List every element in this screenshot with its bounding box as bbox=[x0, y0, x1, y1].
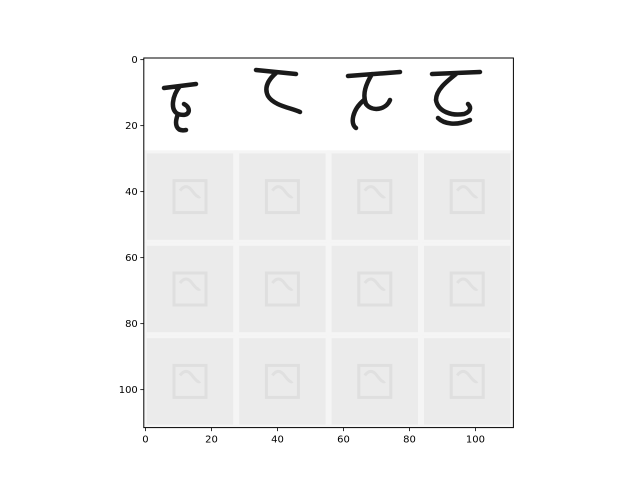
handwritten-glyphs bbox=[161, 67, 483, 133]
x-tick-label: 20 bbox=[205, 435, 218, 446]
tile-r2-c1 bbox=[236, 242, 329, 336]
x-tick-label: 0 bbox=[142, 435, 148, 446]
faint-stroke bbox=[363, 185, 386, 199]
faint-pattern bbox=[264, 271, 300, 307]
tile-r3-c0 bbox=[143, 335, 237, 428]
faint-pattern bbox=[172, 363, 208, 399]
tile-r2-c0 bbox=[143, 242, 237, 336]
faint-pattern bbox=[357, 179, 393, 215]
glyph-1 bbox=[253, 67, 303, 115]
x-tick-label: 40 bbox=[271, 435, 284, 446]
faint-stroke bbox=[271, 369, 294, 384]
y-tick-label: 20 bbox=[125, 121, 138, 132]
faint-pattern bbox=[449, 179, 485, 215]
faint-stroke bbox=[363, 369, 386, 384]
tile-separator bbox=[327, 150, 331, 428]
tile-r2-c3 bbox=[421, 242, 514, 336]
x-tick-label: 100 bbox=[466, 435, 485, 446]
x-tick-label: 60 bbox=[337, 435, 350, 446]
faint-stroke bbox=[178, 185, 202, 199]
tile-r3-c2 bbox=[328, 335, 421, 428]
y-tick-label: 0 bbox=[131, 55, 137, 66]
faint-stroke bbox=[271, 277, 294, 291]
tile-r1-c0 bbox=[143, 150, 237, 243]
faint-stroke bbox=[271, 185, 294, 199]
faint-stroke bbox=[456, 277, 479, 291]
faint-stroke bbox=[178, 369, 202, 384]
faint-pattern bbox=[172, 179, 208, 215]
plot-frame bbox=[143, 57, 514, 429]
tile-r1-c1 bbox=[236, 150, 329, 243]
faint-pattern bbox=[357, 271, 393, 307]
faint-pattern bbox=[449, 363, 485, 399]
faint-pattern bbox=[264, 179, 300, 215]
glyph-2 bbox=[345, 69, 403, 131]
faint-stroke bbox=[178, 277, 202, 291]
faint-stroke bbox=[456, 185, 479, 199]
tile-r3-c3 bbox=[421, 335, 514, 428]
glyph-0 bbox=[161, 81, 199, 133]
tile-r1-c3 bbox=[421, 150, 514, 243]
y-tick-label: 100 bbox=[119, 385, 138, 396]
heatmap-image bbox=[143, 58, 514, 428]
tile-r1-c2 bbox=[328, 150, 421, 243]
tile-separator bbox=[419, 150, 423, 428]
y-tick-label: 80 bbox=[125, 319, 138, 330]
x-tick-label: 80 bbox=[403, 435, 416, 446]
y-tick-label: 40 bbox=[125, 187, 138, 198]
tile-r2-c2 bbox=[328, 242, 421, 336]
faint-pattern bbox=[172, 271, 208, 307]
faint-pattern bbox=[357, 363, 393, 399]
glyph-3 bbox=[429, 69, 483, 126]
faint-pattern bbox=[449, 271, 485, 307]
x-axis: 0 20 40 60 80 100 bbox=[142, 427, 485, 446]
faint-stroke bbox=[363, 277, 386, 291]
y-tick-label: 60 bbox=[125, 253, 138, 264]
tile-separator bbox=[234, 150, 238, 428]
y-axis: 0 20 40 60 80 100 bbox=[119, 55, 144, 396]
tile-r3-c1 bbox=[236, 335, 329, 428]
faint-stroke bbox=[456, 369, 479, 384]
faint-pattern bbox=[264, 363, 300, 399]
